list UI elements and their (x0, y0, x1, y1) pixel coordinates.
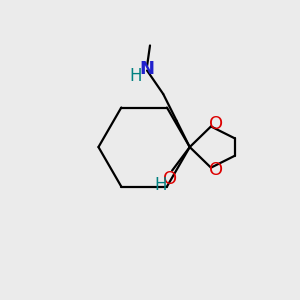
Text: O: O (209, 115, 223, 133)
Text: H: H (130, 67, 142, 85)
Text: O: O (209, 161, 223, 179)
Text: H: H (154, 176, 167, 194)
Text: O: O (163, 170, 177, 188)
Text: N: N (140, 60, 154, 78)
